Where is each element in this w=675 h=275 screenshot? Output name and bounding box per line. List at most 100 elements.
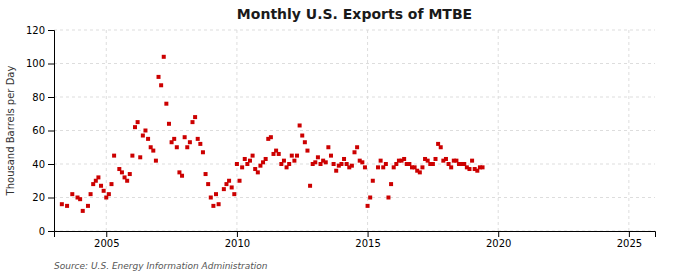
x-tick-label: 2025 <box>617 238 642 249</box>
point <box>138 155 142 159</box>
grid <box>54 30 655 231</box>
point <box>232 192 236 196</box>
point <box>235 162 239 166</box>
point <box>350 164 354 168</box>
x-tick-mark <box>498 231 499 237</box>
point <box>324 160 328 164</box>
x-tick-mark <box>106 231 107 237</box>
point <box>167 122 171 126</box>
point <box>193 115 197 119</box>
point <box>434 157 438 161</box>
point <box>211 204 215 208</box>
point <box>238 179 242 183</box>
point <box>60 202 64 206</box>
point <box>65 204 69 208</box>
point <box>444 157 448 161</box>
point <box>439 145 443 149</box>
y-tick: 40 <box>32 159 54 170</box>
point <box>379 159 383 163</box>
point <box>204 172 208 176</box>
point <box>96 175 100 179</box>
point <box>222 187 226 191</box>
y-tick-mark <box>48 164 54 165</box>
y-tick-label: 120 <box>26 25 45 36</box>
grid-line-y <box>54 63 655 64</box>
point <box>162 55 166 59</box>
point <box>363 165 367 169</box>
point <box>143 129 147 133</box>
point <box>334 169 338 173</box>
point <box>470 159 474 163</box>
point <box>81 209 85 213</box>
point <box>201 150 205 154</box>
y-tick-label: 100 <box>26 58 45 69</box>
grid-line-y <box>54 30 655 31</box>
point <box>240 165 244 169</box>
plot-area: 20052010201520202025020406080100120 <box>26 25 656 249</box>
point <box>420 165 424 169</box>
x-tick: 2020 <box>486 231 511 249</box>
y-tick-mark <box>48 131 54 132</box>
y-tick-label: 20 <box>32 192 45 203</box>
point <box>188 140 192 144</box>
y-tick-mark <box>48 198 54 199</box>
point <box>481 165 485 169</box>
y-tick-label: 40 <box>32 159 45 170</box>
point <box>360 160 364 164</box>
point <box>130 154 134 158</box>
point <box>136 120 140 124</box>
point <box>431 162 435 166</box>
point <box>264 157 268 161</box>
y-tick: 80 <box>32 92 54 103</box>
point <box>386 196 390 200</box>
x-tick-mark <box>368 231 369 237</box>
point <box>256 170 260 174</box>
point <box>329 154 333 158</box>
point <box>175 145 179 149</box>
y-axis-title: Thousand Barrels per Day <box>5 66 16 197</box>
point <box>146 137 150 141</box>
y-tick-mark <box>48 64 54 65</box>
point <box>120 170 124 174</box>
x-tick-mark <box>237 231 238 237</box>
point <box>332 162 336 166</box>
point <box>295 154 299 158</box>
y-axis-line <box>48 31 55 232</box>
point <box>214 192 218 196</box>
grid-line-x <box>106 30 107 231</box>
y-tick-mark <box>48 30 54 31</box>
points <box>60 55 485 213</box>
y-tick-label: 80 <box>32 92 45 103</box>
y-tick-mark <box>48 231 54 232</box>
point <box>300 134 304 138</box>
title: Monthly U.S. Exports of MTBE <box>237 6 472 22</box>
point <box>198 142 202 146</box>
point <box>206 182 210 186</box>
point <box>353 150 357 154</box>
y-tick: 60 <box>32 125 54 136</box>
point <box>376 165 380 169</box>
point <box>164 102 168 106</box>
point <box>151 149 155 153</box>
point <box>418 170 422 174</box>
point <box>185 145 189 149</box>
point <box>366 204 370 208</box>
point <box>402 157 406 161</box>
point <box>389 182 393 186</box>
point <box>298 123 302 127</box>
grid-line-y <box>54 197 655 198</box>
point <box>154 159 158 163</box>
point <box>287 162 291 166</box>
y-tick-mark <box>48 97 54 98</box>
x-axis: 20052010201520202025 <box>55 231 656 249</box>
point <box>109 182 113 186</box>
point <box>196 137 200 141</box>
point <box>125 179 129 183</box>
point <box>282 159 286 163</box>
point <box>157 75 161 79</box>
chart: 20052010201520202025020406080100120Month… <box>0 0 675 275</box>
point <box>316 155 320 159</box>
point <box>384 162 388 166</box>
x-tick: 2015 <box>355 231 380 249</box>
point <box>99 184 103 188</box>
